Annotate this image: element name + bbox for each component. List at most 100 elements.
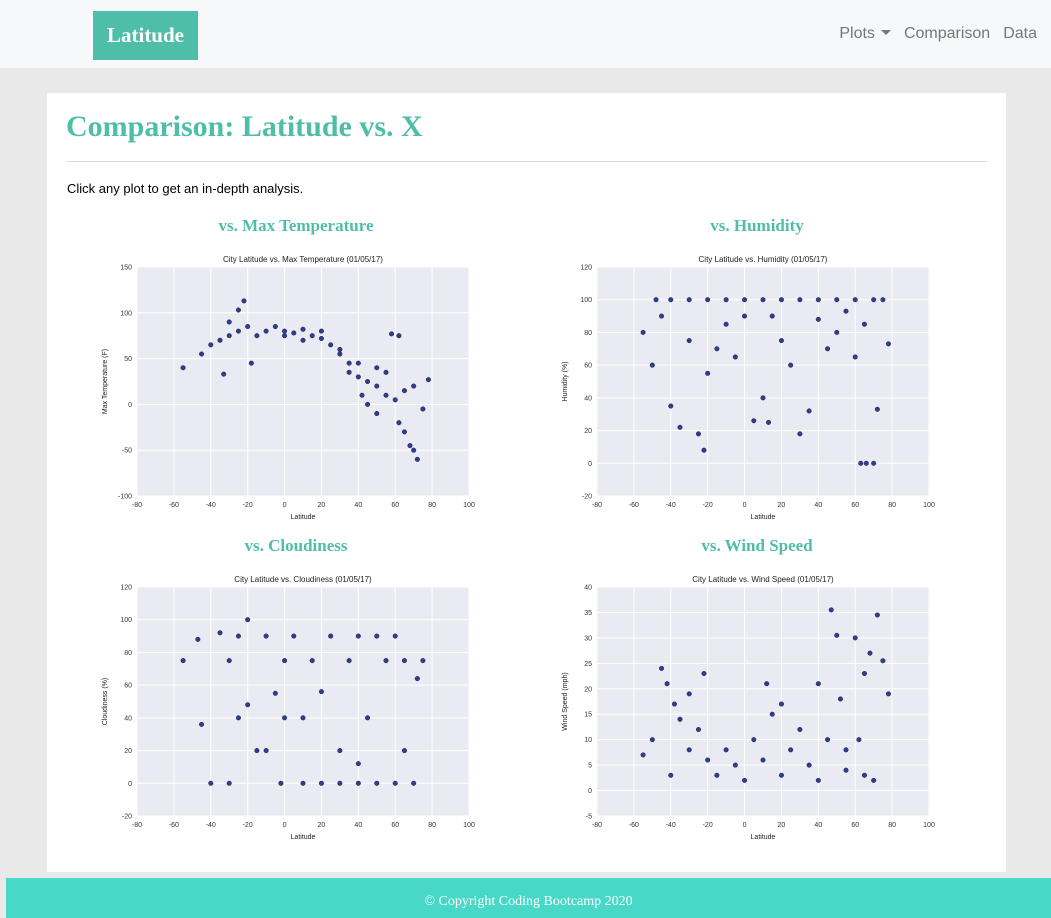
- point: [732, 354, 738, 360]
- point: [858, 460, 864, 466]
- point: [649, 362, 655, 368]
- point: [383, 658, 389, 664]
- x-tick-label: -60: [169, 502, 179, 509]
- point: [263, 328, 269, 334]
- x-tick-label: 20: [778, 502, 786, 509]
- point: [235, 633, 241, 639]
- point: [221, 371, 227, 377]
- point: [788, 362, 794, 368]
- y-tick-label: -20: [122, 814, 132, 821]
- navbar: Latitude Plots Comparison Data: [0, 0, 1051, 68]
- point: [671, 701, 677, 707]
- point: [208, 342, 214, 348]
- point: [278, 780, 284, 786]
- point: [714, 772, 720, 778]
- plot[interactable]: -80 -60 -40 -20 0 20 40 60 80 100 -20 0 20 40 60 80 100 1…: [102, 575, 475, 841]
- y-tick-label: 60: [584, 363, 592, 370]
- y-tick-label: 100: [120, 617, 132, 624]
- point: [318, 689, 324, 695]
- brand[interactable]: Latitude: [93, 11, 198, 60]
- plot-area: [137, 587, 469, 816]
- x-tick-label: 40: [354, 502, 362, 509]
- point: [272, 324, 278, 330]
- y-tick-label: 0: [588, 788, 592, 795]
- point: [226, 333, 232, 339]
- point: [705, 370, 711, 376]
- caret: [880, 30, 891, 35]
- point: [686, 338, 692, 344]
- x-tick-label: 0: [283, 822, 287, 829]
- point: [420, 406, 426, 412]
- point: [389, 331, 395, 337]
- y-tick-label: 100: [580, 297, 592, 304]
- x-tick-label: -20: [703, 822, 713, 829]
- point: [226, 319, 232, 325]
- point: [825, 737, 831, 743]
- y-tick-label: -100: [118, 494, 132, 501]
- point: [328, 633, 334, 639]
- point: [751, 737, 757, 743]
- y-tick-label: 40: [124, 715, 132, 722]
- point: [659, 665, 665, 671]
- footer: © Copyright Coding Bootcamp 2020: [6, 878, 1051, 918]
- point: [300, 337, 306, 343]
- x-tick-label: 0: [743, 502, 747, 509]
- point: [861, 321, 867, 327]
- page-title: Comparison: Latitude vs. X: [66, 110, 423, 143]
- y-tick-label: 15: [584, 712, 592, 719]
- point: [837, 696, 843, 702]
- point: [392, 633, 398, 639]
- x-tick-label: -40: [666, 822, 676, 829]
- point: [272, 690, 278, 696]
- x-axis-label: Latitude: [291, 514, 316, 521]
- x-tick-label: -60: [629, 822, 639, 829]
- nav-link-dropdown[interactable]: Plots: [839, 25, 891, 43]
- x-tick-label: 80: [888, 822, 896, 829]
- plot[interactable]: -80 -60 -40 -20 0 20 40 60 80 100 -100 -50 0 50 100 150…: [102, 255, 475, 521]
- point: [705, 297, 711, 303]
- point: [686, 691, 692, 697]
- x-tick-label: 60: [851, 822, 859, 829]
- point: [825, 346, 831, 352]
- x-tick-label: 40: [814, 822, 822, 829]
- point: [861, 772, 867, 778]
- point: [834, 297, 840, 303]
- point: [355, 761, 361, 767]
- point: [797, 726, 803, 732]
- point: [346, 658, 352, 664]
- point: [282, 658, 288, 664]
- point: [686, 297, 692, 303]
- x-tick-label: -20: [243, 822, 253, 829]
- point: [401, 748, 407, 754]
- nav-link[interactable]: Comparison: [903, 25, 991, 42]
- nav-link[interactable]: Data: [1003, 25, 1037, 42]
- point: [640, 752, 646, 758]
- x-tick-label: 100: [463, 822, 475, 829]
- point: [766, 419, 772, 425]
- point: [414, 676, 420, 682]
- point: [337, 748, 343, 754]
- y-tick-label: 0: [128, 402, 132, 409]
- x-tick-label: 0: [743, 822, 747, 829]
- point: [318, 328, 324, 334]
- y-tick-label: -5: [586, 814, 592, 821]
- point: [797, 297, 803, 303]
- point: [245, 617, 251, 623]
- point: [374, 633, 380, 639]
- chart-title: City Latitude vs. Cloudiness (01/05/17): [234, 575, 372, 584]
- point: [374, 365, 380, 371]
- x-tick-label: 60: [391, 502, 399, 509]
- plot[interactable]: -80 -60 -40 -20 0 20 40 60 80 100 -5 0 5 10 15 20 25 30 35…: [562, 575, 935, 841]
- x-tick-label: 100: [923, 822, 935, 829]
- plot[interactable]: -80 -60 -40 -20 0 20 40 60 80 100 -20 0 20 40 60 80 100 1…: [562, 255, 935, 521]
- x-tick-label: 80: [428, 502, 436, 509]
- section-heading: vs. Cloudiness: [245, 536, 348, 555]
- point: [874, 406, 880, 412]
- x-tick-label: -80: [132, 822, 142, 829]
- nav-link[interactable]: Plots: [839, 25, 875, 42]
- point: [365, 379, 371, 385]
- point: [778, 772, 784, 778]
- y-tick-label: 60: [124, 683, 132, 690]
- y-tick-label: 80: [584, 330, 592, 337]
